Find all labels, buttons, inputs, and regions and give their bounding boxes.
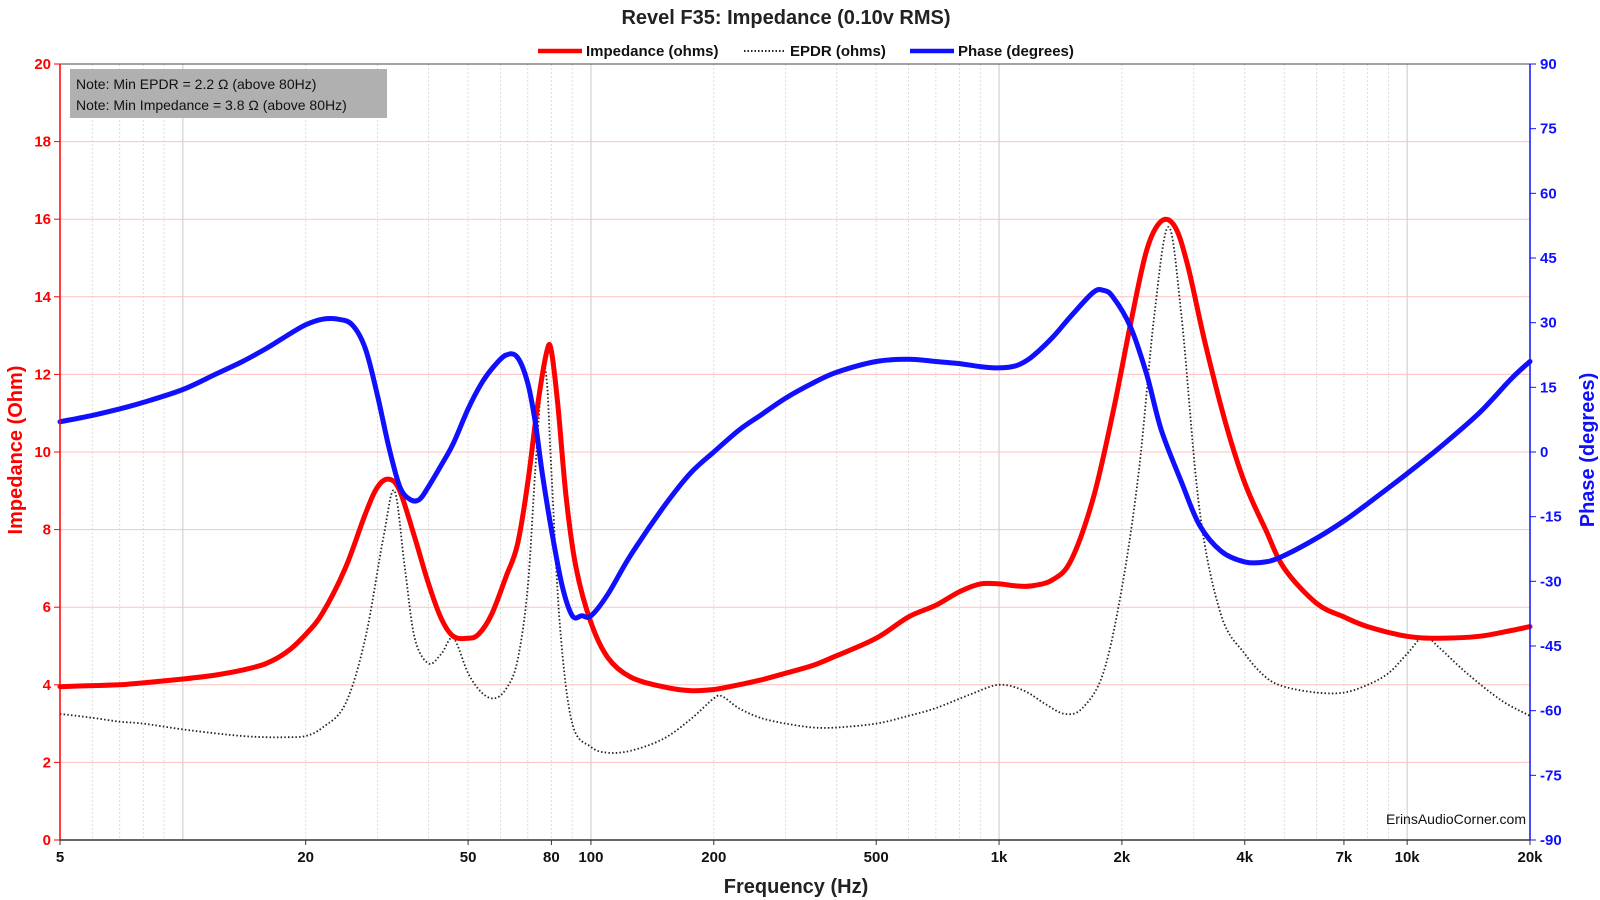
x-tick-label: 200: [701, 849, 726, 866]
x-tick-label: 5: [56, 849, 64, 866]
note-min-impedance: Note: Min Impedance = 3.8 Ω (above 80Hz): [76, 97, 347, 113]
y-tick-label-left: 2: [43, 754, 51, 771]
x-tick-label: 80: [543, 849, 560, 866]
y-tick-label-right: -60: [1540, 703, 1562, 720]
y-tick-label-left: 8: [43, 522, 51, 539]
y-tick-label-right: 45: [1540, 250, 1557, 267]
legend-label-impedance: Impedance (ohms): [586, 43, 719, 60]
y-tick-label-left: 12: [34, 366, 51, 383]
y-tick-label-right: -90: [1540, 832, 1562, 849]
x-tick-label: 1k: [991, 849, 1008, 866]
series-line-epdr: [59, 226, 1531, 754]
legend-label-phase: Phase (degrees): [958, 43, 1074, 60]
x-tick-label: 500: [864, 849, 889, 866]
x-tick-label: 2k: [1114, 849, 1131, 866]
y-tick-label-right: 75: [1540, 121, 1557, 138]
y-axis-label-left: Impedance (Ohm): [5, 366, 27, 535]
y-axis-label-right: Phase (degrees): [1577, 373, 1599, 528]
x-axis-label: Frequency (Hz): [724, 876, 868, 898]
y-tick-label-right: -45: [1540, 638, 1562, 655]
y-tick-label-right: -30: [1540, 573, 1562, 590]
notes-box: Note: Min EPDR = 2.2 Ω (above 80Hz) Note…: [70, 69, 387, 118]
watermark: ErinsAudioCorner.com: [1386, 811, 1526, 827]
x-tick-label: 7k: [1336, 849, 1353, 866]
y-tick-label-right: 0: [1540, 444, 1548, 461]
series-layer: [57, 216, 1533, 754]
x-tick-label: 20k: [1517, 849, 1543, 866]
y-tick-label-right: 30: [1540, 315, 1557, 332]
y-tick-label-left: 0: [43, 832, 51, 849]
series-line-impedance: [57, 216, 1533, 694]
x-tick-label: 20: [297, 849, 314, 866]
y-tick-label-right: -75: [1540, 767, 1562, 784]
note-min-epdr: Note: Min EPDR = 2.2 Ω (above 80Hz): [76, 76, 316, 92]
x-tick-label: 10k: [1395, 849, 1421, 866]
y-tick-label-left: 14: [34, 289, 51, 306]
y-tick-label-left: 16: [34, 211, 51, 228]
y-tick-label-left: 4: [43, 677, 52, 694]
legend: Impedance (ohms) EPDR (ohms) Phase (degr…: [538, 43, 1074, 60]
x-tick-label: 4k: [1236, 849, 1253, 866]
y-tick-label-right: 15: [1540, 379, 1557, 396]
y-tick-label-left: 20: [34, 56, 51, 73]
x-tick-label: 100: [578, 849, 603, 866]
y-tick-label-left: 18: [34, 134, 51, 151]
notes-background: [70, 69, 387, 118]
y-tick-label-left: 10: [34, 444, 51, 461]
axes: 0 2 4 6 8 10 12 14 16 18 20 -90 -75 -60 -45 -30 -15 0 15 30…: [34, 56, 1561, 866]
series-line-phase: [57, 287, 1533, 621]
chart-title: Revel F35: Impedance (0.10v RMS): [621, 7, 950, 29]
x-tick-label: 50: [460, 849, 477, 866]
y-tick-label-right: -15: [1540, 509, 1562, 526]
y-tick-label-right: 60: [1540, 185, 1557, 202]
y-tick-label-right: 90: [1540, 56, 1557, 73]
y-tick-label-left: 6: [43, 599, 51, 616]
legend-label-epdr: EPDR (ohms): [790, 43, 886, 60]
